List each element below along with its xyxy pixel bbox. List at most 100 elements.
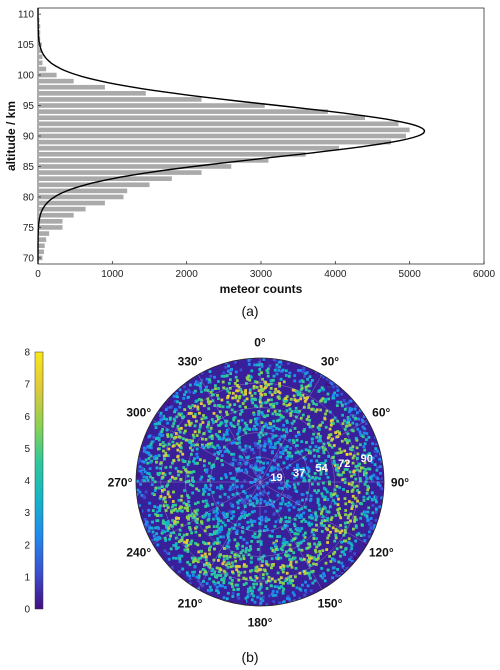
density-cell <box>321 515 325 518</box>
density-cell <box>325 382 329 386</box>
density-cell <box>242 554 245 558</box>
density-cell <box>215 414 219 418</box>
density-cell <box>166 520 170 523</box>
density-cell <box>333 488 337 492</box>
density-cell <box>361 435 365 439</box>
density-cell <box>330 382 334 386</box>
density-cell <box>211 420 215 424</box>
colorbar-tick-label: 8 <box>24 348 30 359</box>
density-cell <box>247 362 251 366</box>
density-cell <box>240 514 244 518</box>
density-cell <box>187 496 191 499</box>
density-cell <box>300 548 304 552</box>
density-cell <box>274 477 278 480</box>
density-cell <box>196 501 200 504</box>
density-cell <box>281 497 284 500</box>
density-cell <box>250 397 254 401</box>
density-cell <box>261 559 264 563</box>
density-cell <box>238 499 242 502</box>
density-cell <box>233 410 237 414</box>
density-cell <box>323 579 327 583</box>
density-cell <box>323 574 326 578</box>
density-cell <box>286 564 290 568</box>
density-cell <box>350 408 354 411</box>
density-cell <box>288 455 292 458</box>
density-cell <box>159 495 163 498</box>
density-cell <box>208 370 212 373</box>
density-cell <box>287 375 291 378</box>
density-cell <box>189 439 193 443</box>
density-cell <box>237 467 241 470</box>
density-cell <box>227 450 231 454</box>
density-cell <box>224 574 227 577</box>
density-cell <box>361 425 365 429</box>
density-cell <box>301 380 305 384</box>
density-cell <box>304 385 308 389</box>
density-cell <box>173 521 177 525</box>
density-cell <box>374 442 378 446</box>
density-cell <box>213 509 216 513</box>
density-cell <box>349 549 352 553</box>
density-cell <box>178 507 181 511</box>
density-cell <box>375 508 378 511</box>
density-cell <box>253 417 257 421</box>
density-cell <box>220 437 224 441</box>
density-cell <box>243 513 247 517</box>
density-cell <box>183 506 187 510</box>
density-cell <box>195 447 199 451</box>
density-cell <box>216 522 220 525</box>
density-cell <box>295 500 299 504</box>
density-cell <box>321 421 324 424</box>
density-cell <box>352 473 356 476</box>
density-cell <box>179 446 183 450</box>
density-cell <box>373 463 377 466</box>
density-cell <box>346 432 350 436</box>
density-cell <box>237 385 241 389</box>
density-cell <box>317 432 320 436</box>
density-cell <box>238 426 242 429</box>
density-cell <box>173 410 176 414</box>
density-cell <box>179 478 183 481</box>
density-cell <box>250 569 254 572</box>
density-cell <box>300 384 304 388</box>
density-cell <box>300 469 304 473</box>
density-cell <box>267 576 271 579</box>
density-cell <box>186 494 189 497</box>
density-cell <box>350 490 354 493</box>
density-cell <box>225 374 229 377</box>
density-cell <box>324 412 327 416</box>
density-cell <box>227 495 230 499</box>
density-cell <box>359 534 363 537</box>
density-cell <box>277 427 281 431</box>
density-cell <box>207 525 211 529</box>
density-cell <box>289 528 292 531</box>
density-cell <box>231 595 235 598</box>
density-cell <box>310 437 314 441</box>
density-cell <box>281 499 285 503</box>
density-cell <box>264 516 268 520</box>
density-cell <box>310 516 314 520</box>
density-cell <box>303 400 307 403</box>
density-cell <box>339 387 343 390</box>
density-cell <box>174 408 177 411</box>
density-cell <box>182 415 186 419</box>
density-cell <box>359 409 362 412</box>
density-cell <box>164 408 168 411</box>
density-cell <box>370 525 373 529</box>
density-cell <box>363 513 367 517</box>
density-cell <box>349 399 353 403</box>
density-cell <box>259 404 263 408</box>
density-cell <box>349 446 352 450</box>
density-cell <box>267 367 270 371</box>
density-cell <box>247 549 251 552</box>
density-cell <box>292 551 296 555</box>
density-cell <box>294 575 297 579</box>
density-cell <box>180 554 184 558</box>
density-cell <box>206 397 210 401</box>
density-cell <box>274 548 278 551</box>
density-cell <box>259 392 263 396</box>
density-cell <box>248 499 252 503</box>
density-cell <box>247 512 251 516</box>
density-cell <box>174 395 178 398</box>
density-cell <box>286 520 289 523</box>
